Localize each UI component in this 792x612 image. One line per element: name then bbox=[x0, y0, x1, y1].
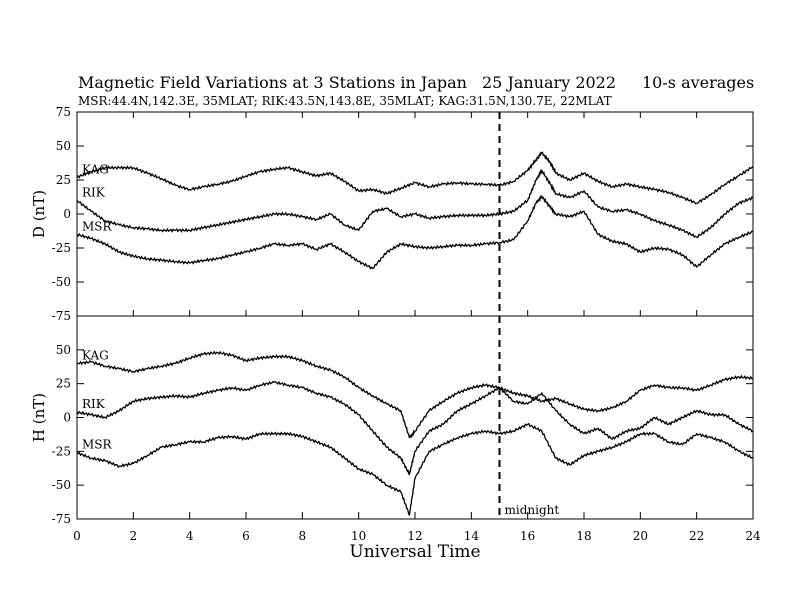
y-tick-label: -50 bbox=[52, 275, 71, 289]
x-tick-label: 20 bbox=[633, 529, 648, 543]
chart-title: Magnetic Field Variations at 3 Stations … bbox=[78, 73, 467, 92]
y-tick-label: 0 bbox=[63, 207, 71, 221]
series-label-kag: KAG bbox=[82, 162, 109, 176]
x-tick-label: 12 bbox=[407, 529, 422, 543]
series-line-msr bbox=[76, 194, 754, 270]
series-label-kag: KAG bbox=[82, 348, 109, 362]
y-tick-label: -75 bbox=[52, 512, 71, 526]
x-axis: 0 2 4 6 8 10 12 14 16 18 20 22 24 bbox=[73, 112, 761, 543]
chart-subtitle: MSR:44.4N,142.3E, 35MLAT; RIK:43.5N,143.… bbox=[78, 94, 612, 108]
panel-0: -75 -50 -25 0 25 50 75 D (nT) KAG RIK MSR bbox=[30, 105, 754, 323]
y-tick-label: 0 bbox=[63, 411, 71, 425]
series-line-kag bbox=[76, 151, 754, 205]
series-line-rik bbox=[76, 380, 754, 476]
x-tick-label: 14 bbox=[464, 529, 480, 543]
x-tick-label: 4 bbox=[186, 529, 194, 543]
series-line-kag bbox=[76, 350, 754, 439]
chart-averaging: 10-s averages bbox=[642, 73, 754, 92]
series-line-rik bbox=[76, 168, 754, 239]
chart-date: 25 January 2022 bbox=[482, 73, 616, 92]
y-tick-label: -50 bbox=[52, 478, 71, 492]
midnight-label: midnight bbox=[505, 503, 560, 517]
y-tick-label: 50 bbox=[56, 343, 71, 357]
y-axis-label: D (nT) bbox=[30, 190, 48, 238]
x-tick-label: 0 bbox=[73, 529, 81, 543]
x-tick-label: 22 bbox=[689, 529, 704, 543]
y-tick-label: 50 bbox=[56, 139, 71, 153]
x-tick-label: 2 bbox=[130, 529, 138, 543]
series-label-msr: MSR bbox=[82, 438, 113, 452]
y-tick-label: 25 bbox=[56, 173, 71, 187]
x-tick-label: 10 bbox=[351, 529, 366, 543]
x-tick-label: 8 bbox=[299, 529, 307, 543]
y-tick-label: 25 bbox=[56, 377, 71, 391]
series-line-msr bbox=[76, 422, 754, 517]
x-tick-label: 24 bbox=[745, 529, 761, 543]
x-tick-label: 18 bbox=[576, 529, 591, 543]
panels: -75 -50 -25 0 25 50 75 D (nT) KAG RIK MSR -75 -50 -25… bbox=[30, 105, 754, 526]
y-axis-label: H (nT) bbox=[30, 393, 48, 442]
y-tick-label: -25 bbox=[52, 241, 71, 255]
series-label-msr: MSR bbox=[82, 219, 113, 233]
x-tick-label: 6 bbox=[242, 529, 250, 543]
x-tick-label: 16 bbox=[520, 529, 535, 543]
panel-1: -75 -50 -25 0 25 50 H (nT) KAG RIK MSR bbox=[30, 343, 754, 526]
series-label-rik: RIK bbox=[82, 185, 106, 199]
y-tick-label: -75 bbox=[52, 309, 71, 323]
y-tick-label: 75 bbox=[56, 105, 71, 119]
x-axis-label: Universal Time bbox=[349, 542, 480, 562]
y-tick-label: -25 bbox=[52, 444, 71, 458]
series-label-rik: RIK bbox=[82, 397, 106, 411]
